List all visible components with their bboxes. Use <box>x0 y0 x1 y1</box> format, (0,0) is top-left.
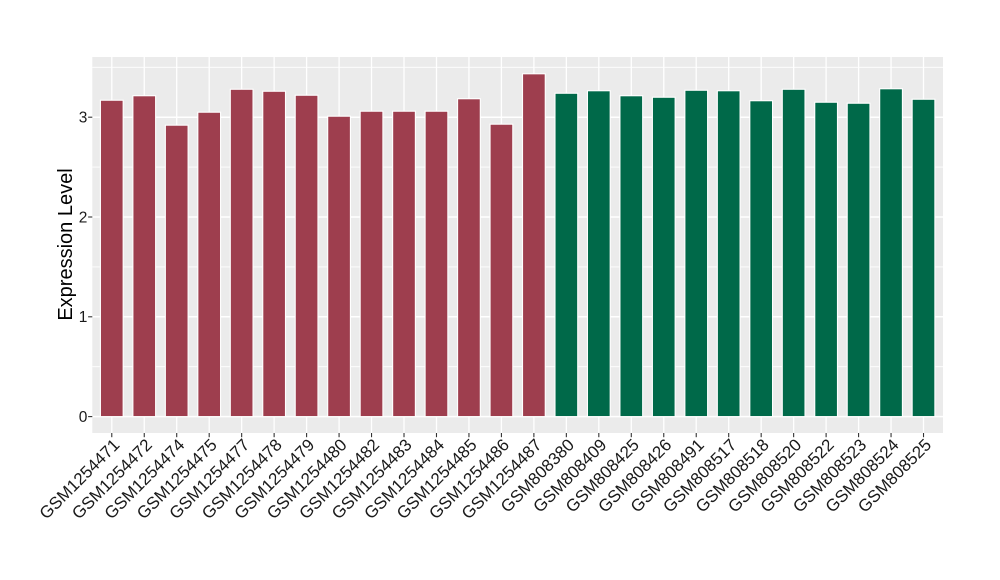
svg-text:1: 1 <box>79 309 88 326</box>
svg-text:3: 3 <box>79 110 88 127</box>
svg-text:Expression Level: Expression Level <box>55 168 77 320</box>
svg-text:0: 0 <box>79 409 88 426</box>
svg-text:2: 2 <box>79 209 88 226</box>
